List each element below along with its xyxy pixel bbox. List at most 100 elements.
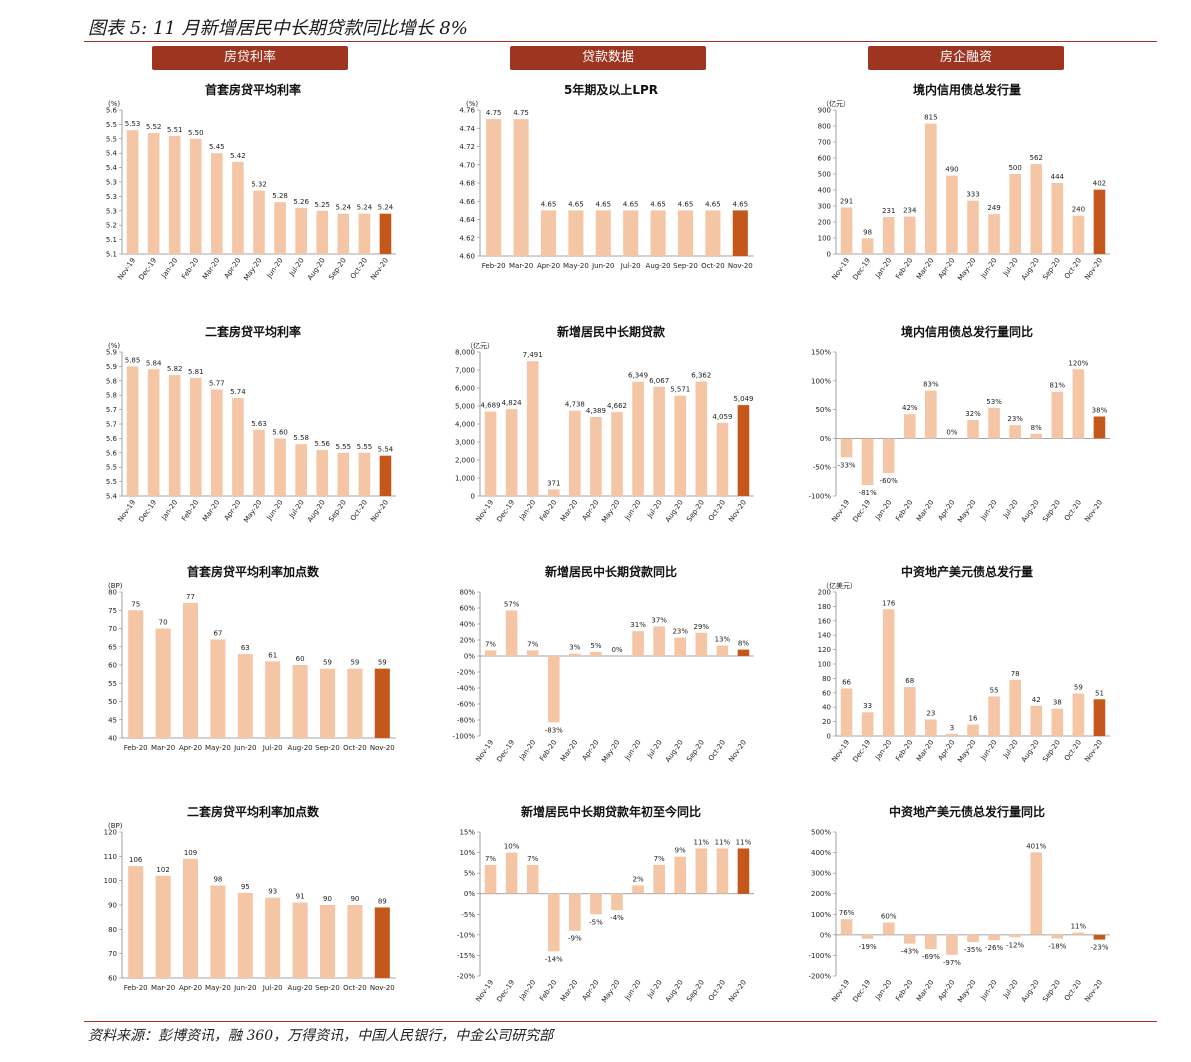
data-label: 4,059: [712, 413, 732, 421]
y-tick-label: 300: [818, 203, 831, 211]
y-tick-label: 4.74: [459, 125, 475, 133]
data-label: 0%: [946, 428, 957, 436]
x-tick-label: Aug-20: [664, 979, 685, 1004]
x-tick-label: Apr-20: [937, 257, 957, 281]
x-tick-label: Jun-20: [623, 979, 643, 1003]
y-tick-label: 5.7: [106, 406, 117, 414]
data-label: -81%: [859, 489, 877, 497]
data-label: 42%: [902, 404, 918, 412]
data-label: 3: [950, 724, 954, 732]
data-label: 5,049: [733, 395, 753, 403]
x-tick-label: Feb-20: [538, 739, 558, 763]
bar: [547, 489, 560, 496]
x-tick-label: Nov-19: [830, 257, 851, 282]
data-label: 11%: [736, 838, 752, 846]
bar: [547, 656, 560, 723]
x-tick-label: Jul-20: [1001, 257, 1020, 279]
data-label: 7%: [527, 855, 538, 863]
bar: [155, 875, 171, 978]
x-tick-label: Apr-20: [179, 744, 202, 752]
data-label: -33%: [837, 461, 855, 469]
bar: [1093, 699, 1106, 736]
bar: [274, 438, 286, 496]
data-label: 5.60: [272, 428, 288, 436]
x-tick-label: Mar-20: [915, 979, 935, 1003]
data-label: 5.52: [146, 123, 162, 131]
x-tick-label: Jun-20: [265, 257, 285, 281]
bar: [967, 724, 979, 736]
x-tick-label: Jul-20: [645, 739, 664, 761]
data-label: 32%: [965, 410, 981, 418]
chart-credit-bond-issuance: 境内信用债总发行量 （亿元） 0 100 200 300 400 500 600 700 800 90…: [818, 82, 1110, 282]
y-tick-label: 110: [104, 853, 117, 861]
data-label: 4.65: [705, 200, 721, 208]
data-label: 38: [1053, 699, 1062, 707]
x-tick-label: Aug-20: [306, 257, 327, 282]
bar: [265, 897, 281, 978]
y-tick-label: 0%: [464, 890, 475, 898]
data-label: 76%: [839, 909, 855, 917]
data-label: 59: [350, 659, 359, 667]
x-tick-label: Nov-20: [1083, 739, 1104, 764]
chart-panel-2: 5年期及以上LPR (%) 4.60 4.62 4.64 4.66 4.68 4.70 4.72…: [444, 80, 762, 306]
x-tick-label: Jul-20: [1001, 739, 1020, 761]
data-label: 33: [863, 702, 872, 710]
data-label: 5%: [590, 642, 601, 650]
bar: [650, 210, 666, 256]
x-tick-label: Feb-20: [180, 257, 200, 281]
bar: [526, 361, 539, 496]
x-tick-label: Nov-20: [1083, 257, 1104, 282]
bar: [1030, 164, 1043, 254]
bar: [147, 133, 160, 254]
x-tick-label: Jun-20: [979, 979, 999, 1003]
x-tick-label: Nov-19: [830, 979, 851, 1004]
y-tick-label: 100: [818, 661, 831, 669]
y-tick-label: 200: [818, 589, 831, 597]
x-tick-label: Nov-20: [1083, 499, 1104, 524]
data-label: 59: [1074, 684, 1083, 692]
data-label: -19%: [859, 943, 877, 951]
bar: [882, 922, 895, 935]
bar: [674, 856, 687, 894]
header-loan-data: 贷款数据: [510, 46, 706, 70]
bar: [337, 452, 350, 496]
x-tick-label: Jul-20: [645, 499, 664, 521]
bar: [695, 381, 708, 496]
bar: [988, 934, 1000, 941]
bar: [653, 386, 665, 496]
x-tick-label: Mar-20: [201, 257, 221, 281]
data-label: -12%: [1006, 941, 1024, 949]
data-label: 4,738: [565, 401, 585, 409]
data-label: 4.65: [596, 200, 612, 208]
bar: [903, 216, 916, 254]
x-tick-label: Dec-19: [495, 739, 516, 764]
y-tick-label: 5.9: [106, 349, 117, 357]
bar: [695, 848, 708, 894]
y-tick-label: 6,000: [455, 385, 475, 393]
chart-panel-9: 中资地产美元债总发行量 （亿美元） 0 20 40 60 80 100 120 140 160 180…: [800, 562, 1118, 788]
bar: [232, 398, 244, 496]
chart-new-household-loans: 新增居民中长期贷款 （亿元） 0 1,000 2,000 3,000 4,000 5,000 6…: [455, 324, 754, 524]
bar: [568, 210, 584, 256]
x-tick-label: Oct-20: [343, 744, 367, 752]
y-tick-label: 3,000: [455, 439, 475, 447]
x-tick-label: Jun-20: [623, 739, 643, 763]
data-label: 66: [842, 678, 851, 686]
bar: [861, 712, 874, 736]
data-label: 176: [882, 599, 896, 607]
data-label: 2%: [633, 875, 644, 883]
x-tick-label: Feb-20: [894, 499, 914, 523]
data-label: -9%: [568, 935, 582, 943]
x-tick-label: Dec-19: [851, 499, 872, 524]
data-label: 7%: [485, 640, 496, 648]
y-tick-label: -50%: [813, 464, 831, 472]
chart-title: 首套房贷平均利率加点数: [187, 564, 320, 579]
bar: [316, 210, 329, 254]
x-tick-label: Aug-20: [1020, 739, 1041, 764]
bar: [540, 210, 557, 256]
data-label: 4,389: [586, 407, 606, 415]
data-label: -18%: [1048, 943, 1066, 951]
bar: [374, 907, 390, 978]
data-label: 4.65: [541, 200, 557, 208]
x-tick-label: Jun-20: [979, 739, 999, 763]
